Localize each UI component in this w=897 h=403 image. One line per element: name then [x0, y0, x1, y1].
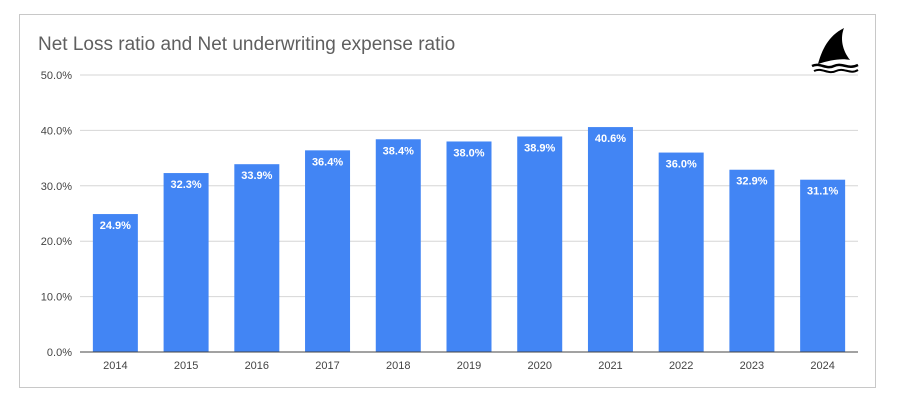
y-tick-label: 20.0% — [41, 236, 72, 248]
x-tick-label: 2024 — [810, 360, 834, 372]
bar — [729, 169, 775, 352]
x-tick-label: 2014 — [103, 360, 127, 372]
x-tick-label: 2021 — [598, 360, 622, 372]
bar-data-label: 36.4% — [312, 156, 343, 168]
bar — [92, 214, 138, 352]
y-tick-label: 10.0% — [41, 292, 72, 304]
bar-data-label: 24.9% — [100, 220, 131, 232]
bar — [800, 179, 846, 352]
x-tick-label: 2017 — [315, 360, 339, 372]
chart-title: Net Loss ratio and Net underwriting expe… — [38, 34, 456, 55]
bar-data-label: 33.9% — [241, 170, 272, 182]
y-tick-label: 50.0% — [41, 70, 72, 82]
bar-data-label: 40.6% — [595, 133, 626, 145]
bar — [375, 139, 421, 352]
bar-data-label: 38.4% — [383, 145, 414, 157]
bar-data-label: 32.3% — [170, 179, 201, 191]
bar-data-label: 32.9% — [736, 176, 767, 188]
bar-data-label: 36.0% — [666, 159, 697, 171]
x-tick-label: 2015 — [174, 360, 198, 372]
x-tick-label: 2022 — [669, 360, 693, 372]
x-tick-label: 2020 — [527, 360, 551, 372]
x-tick-label: 2019 — [457, 360, 481, 372]
x-tick-label: 2016 — [245, 360, 269, 372]
bar — [658, 152, 704, 352]
bar-data-label: 38.9% — [524, 142, 555, 154]
x-tick-label: 2023 — [740, 360, 764, 372]
y-tick-label: 40.0% — [41, 125, 72, 137]
y-tick-label: 30.0% — [41, 181, 72, 193]
bar-data-label: 38.0% — [453, 147, 484, 159]
bar — [234, 164, 280, 352]
shark-fin-logo-icon — [811, 28, 859, 74]
bar — [517, 136, 563, 352]
bar — [305, 150, 351, 352]
bar — [446, 141, 492, 352]
bar — [587, 127, 633, 353]
bar-data-label: 31.1% — [807, 186, 838, 198]
x-tick-label: 2018 — [386, 360, 410, 372]
bar — [163, 173, 209, 352]
y-tick-label: 0.0% — [47, 347, 72, 359]
